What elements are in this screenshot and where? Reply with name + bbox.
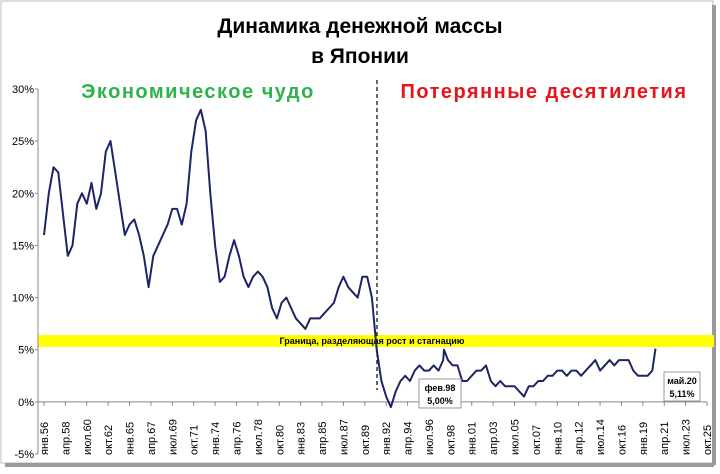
y-tick-label: 10% [12, 293, 34, 305]
x-tick-label: апр.76 [231, 422, 243, 455]
x-tick-label: июл.05 [510, 419, 522, 455]
series-line [43, 108, 657, 409]
chart-title: Динамика денежной массы [217, 15, 502, 38]
x-tick-label: окт.16 [616, 425, 628, 455]
y-tick-label: -5% [14, 449, 34, 461]
x-tick-label: янв.65 [125, 422, 137, 455]
x-tick-label: окт.89 [360, 425, 372, 455]
x-tick-label: апр.58 [60, 422, 72, 455]
left-heading: Экономическое чудо [81, 81, 315, 103]
x-tick-label: апр.03 [488, 422, 500, 455]
x-tick-label: янв.01 [467, 422, 479, 455]
callout-box [663, 371, 701, 402]
x-tick-label: июл.60 [82, 419, 94, 455]
x-tick-label: июл.23 [681, 419, 693, 455]
x-tick-label: апр.67 [146, 422, 158, 455]
x-tick-label: апр.85 [317, 422, 329, 455]
x-tick-label: янв.83 [296, 422, 308, 455]
right-heading: Потерянные десятилетия [400, 81, 687, 103]
x-tick-label: окт.07 [531, 425, 543, 455]
x-tick-label: окт.80 [274, 425, 286, 455]
x-tick-label: окт.62 [103, 425, 115, 455]
callout: 5,11% [669, 389, 694, 399]
band-label: Граница, разделяющая рост и стагнацию [280, 336, 465, 346]
x-tick-label: июл.96 [424, 419, 436, 455]
x-tick-label: янв.74 [210, 422, 222, 455]
x-tick-label: июл.69 [167, 419, 179, 455]
x-tick-label: янв.92 [381, 422, 393, 455]
x-tick-label: июл.14 [595, 419, 607, 455]
x-tick-label: окт.98 [445, 425, 457, 455]
x-tick-label: янв.19 [638, 422, 650, 455]
chart-title: в Японии [311, 45, 409, 68]
callout-box [418, 378, 462, 409]
y-tick-label: 25% [12, 136, 34, 148]
callout: фев.98 [425, 383, 456, 393]
frame [0, 0, 714, 464]
callout: май.20 [667, 376, 697, 386]
x-tick-label: июл.78 [253, 419, 265, 455]
y-tick-label: 30% [12, 84, 34, 96]
x-tick-label: апр.21 [659, 422, 671, 455]
y-tick-label: 0% [18, 397, 34, 409]
x-tick-label: июл.87 [338, 419, 350, 455]
x-tick-label: янв.56 [39, 422, 51, 455]
x-tick-label: окт.25 [702, 425, 714, 455]
callout: 5,00% [427, 396, 453, 406]
x-tick-label: апр.94 [403, 422, 415, 455]
y-tick-label: 5% [18, 345, 34, 357]
x-tick-label: апр.12 [574, 422, 586, 455]
x-tick-label: окт.71 [189, 425, 201, 455]
x-tick-label: янв.10 [552, 422, 564, 455]
y-tick-label: 15% [12, 240, 34, 252]
y-tick-label: 20% [12, 188, 34, 200]
